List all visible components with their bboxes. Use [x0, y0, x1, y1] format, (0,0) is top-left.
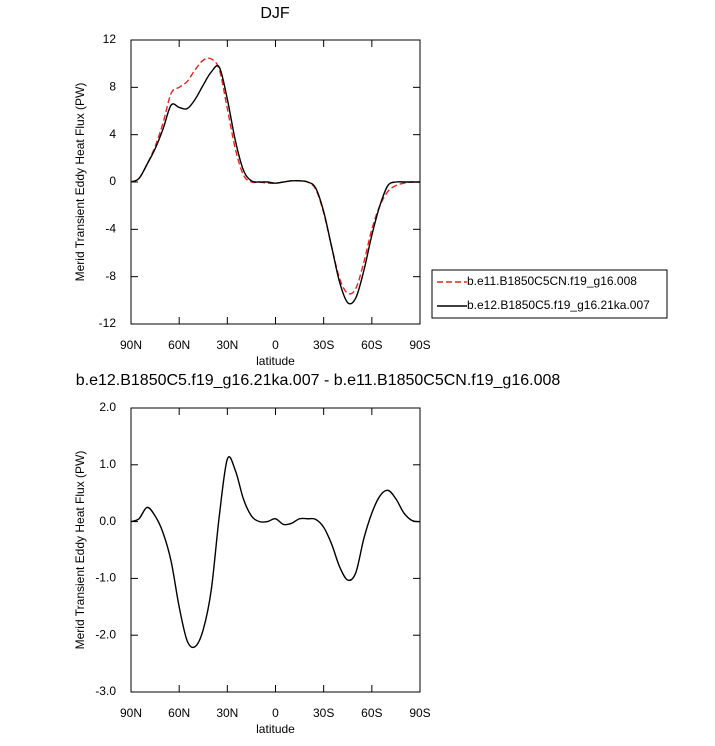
y-axis-label: Merid Transient Eddy Heat Flux (PW) — [73, 83, 87, 282]
x-tick-label: 60S — [361, 706, 382, 720]
data-line — [130, 57, 421, 295]
x-tick-label: 90S — [409, 338, 430, 352]
x-axis-label: latitude — [256, 722, 295, 736]
legend-box — [431, 269, 668, 319]
y-tick-label: 0.0 — [99, 514, 116, 528]
x-tick-label: 0 — [272, 706, 279, 720]
y-tick-label: 2.0 — [99, 400, 116, 414]
data-line — [130, 456, 421, 649]
chart-title: b.e12.B1850C5.f19_g16.21ka.007 - b.e11.B… — [76, 372, 561, 389]
x-tick-label: 90S — [409, 706, 430, 720]
chart-title: DJF — [260, 5, 290, 22]
y-tick-label: -4 — [105, 222, 116, 236]
y-tick-label: 12 — [103, 32, 117, 46]
x-tick-label: 60S — [361, 338, 382, 352]
y-tick-label: -1.0 — [95, 571, 116, 585]
x-tick-label: 90N — [120, 338, 142, 352]
y-tick-label: -8 — [105, 269, 116, 283]
x-tick-label: 30S — [313, 706, 334, 720]
x-tick-label: 30N — [216, 338, 238, 352]
x-tick-label: 60N — [168, 706, 190, 720]
plot-frame — [130, 407, 421, 693]
x-tick-label: 60N — [168, 338, 190, 352]
legend-label: b.e12.B1850C5.f19_g16.21ka.007 — [467, 298, 650, 312]
data-line — [130, 64, 421, 305]
y-axis-label: Merid Transient Eddy Heat Flux (PW) — [73, 451, 87, 650]
x-tick-label: 30N — [216, 706, 238, 720]
y-tick-label: 0 — [109, 174, 116, 188]
y-tick-label: 8 — [109, 80, 116, 94]
y-tick-label: -12 — [99, 316, 117, 330]
x-tick-label: 90N — [120, 706, 142, 720]
y-tick-label: -3.0 — [95, 684, 116, 698]
x-tick-label: 30S — [313, 338, 334, 352]
plot-frame — [130, 39, 421, 325]
x-tick-label: 0 — [272, 338, 279, 352]
legend-label: b.e11.B1850C5CN.f19_g16.008 — [467, 274, 637, 288]
y-tick-label: 1.0 — [99, 457, 116, 471]
y-tick-label: -2.0 — [95, 627, 116, 641]
y-tick-label: 4 — [109, 127, 116, 141]
x-axis-label: latitude — [256, 354, 295, 368]
